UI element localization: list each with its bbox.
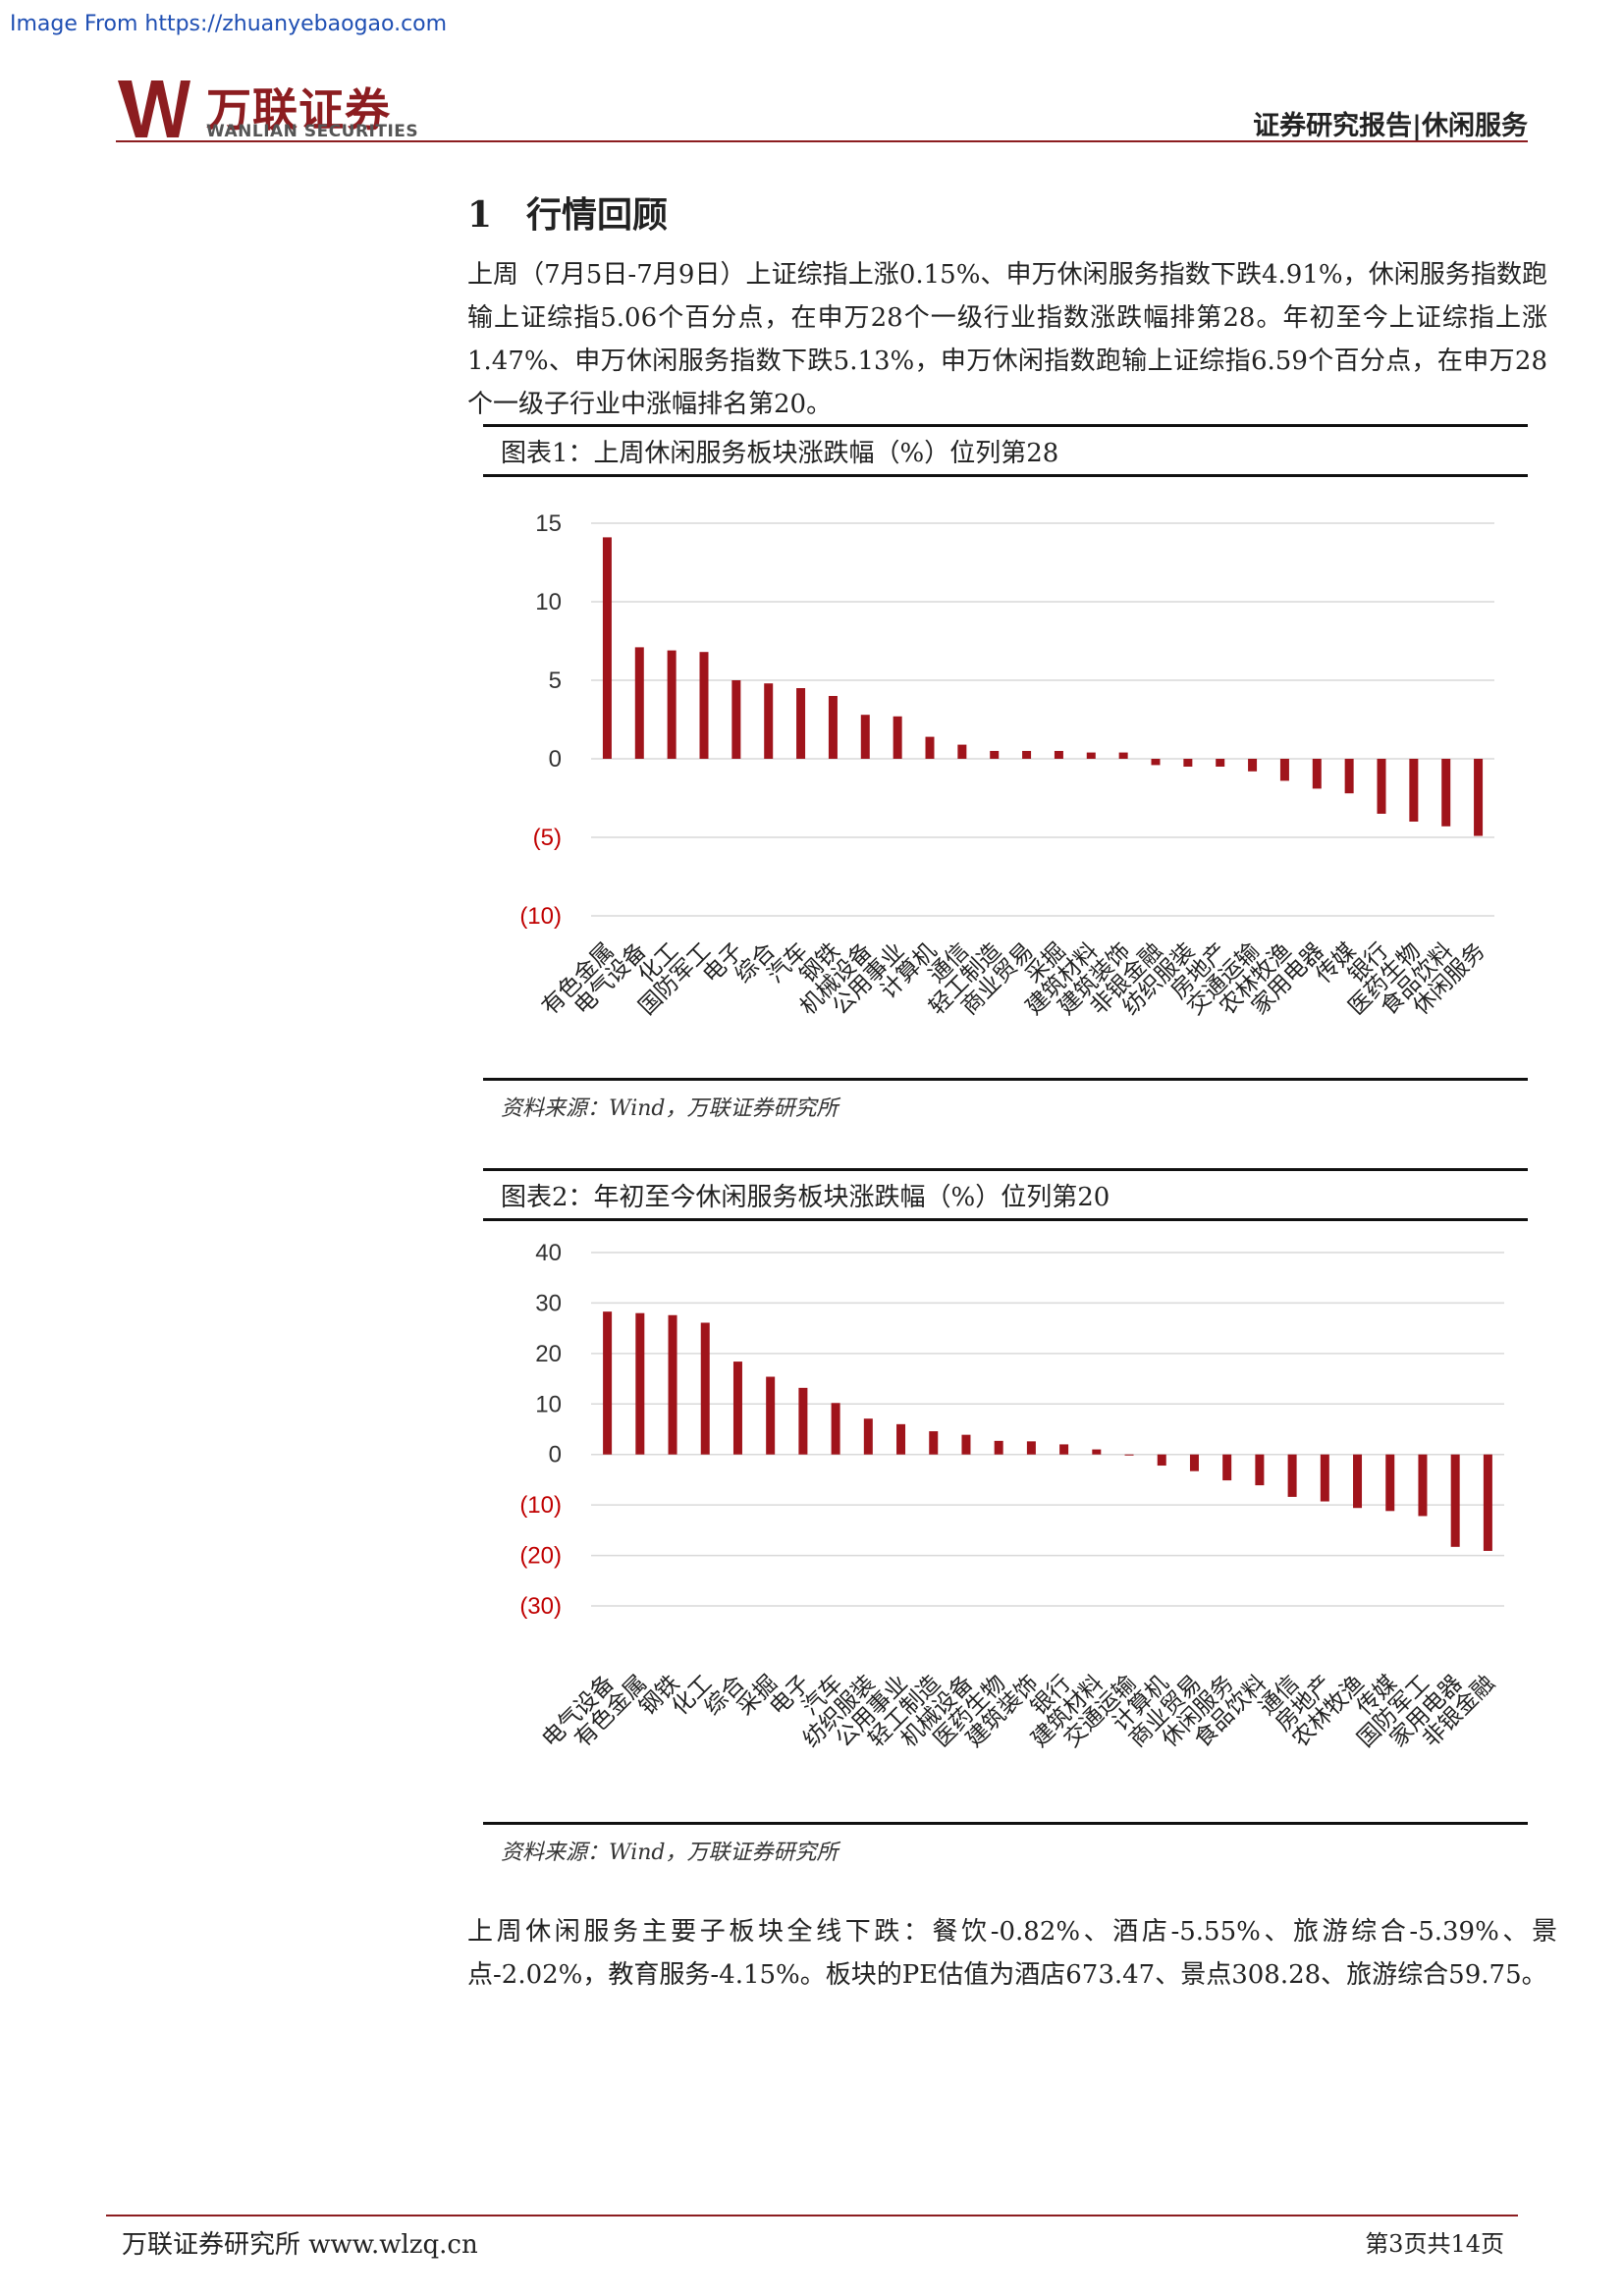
report-category: 证券研究报告|休闲服务 — [1253, 111, 1528, 141]
figure-2-source-text: 资料来源：Wind，万联证券研究所 — [501, 1841, 839, 1865]
chart2-bar — [1092, 1449, 1102, 1455]
chart1-y-tick-label: (5) — [533, 825, 562, 851]
logo-w-icon — [118, 80, 190, 137]
chart1-bar — [860, 715, 870, 759]
chart2-y-tick-label: 10 — [535, 1391, 562, 1417]
weekly-change-chart: 15 10 5 0 (5) (10) 有色金属 电气设备 化工 国防军工 电子 综合 汽车 钢铁 机械设备公… — [483, 477, 1528, 1078]
chart1-bar — [1118, 752, 1128, 759]
chart2-bar — [1255, 1454, 1265, 1486]
ytd-change-chart: 40 30 20 10 0 (10) (20) (30) 电气设备 有色金属 钢铁 化工 综合 采掘 电子汽… — [483, 1221, 1528, 1822]
figure-1-source: 资料来源：Wind，万联证券研究所 — [483, 1078, 1528, 1126]
figure-1-source-text: 资料来源：Wind，万联证券研究所 — [501, 1096, 839, 1121]
chart1-bar — [1377, 759, 1386, 814]
figure-2-title: 图表2：年初至今休闲服务板块涨跌幅（%）位列第20 — [501, 1183, 1110, 1212]
chart2-bar — [635, 1312, 645, 1455]
chart1-bar — [667, 650, 677, 759]
chart2-bar — [1189, 1454, 1199, 1471]
chart1-bar — [1086, 752, 1096, 759]
section-heading: 1 行情回顾 — [467, 187, 668, 238]
chart1-bar — [1312, 759, 1322, 789]
chart2-y-tick-label: 40 — [535, 1240, 562, 1266]
chart2-y-tick-label: (10) — [519, 1492, 562, 1519]
chart2-bar — [1385, 1454, 1395, 1512]
sub-sector-paragraph: 上周休闲服务主要子板块全线下跌：餐饮-0.82%、酒店-5.55%、旅游综合-5… — [467, 1917, 1557, 1990]
section-number: 1 — [467, 194, 493, 236]
market-review-paragraph: 上周（7月5日-7月9日）上证综指上涨0.15%、申万休闲服务指数下跌4.91%… — [467, 260, 1547, 419]
chart1-bar — [893, 716, 902, 759]
chart1-bar — [1216, 759, 1225, 767]
chart2-bar — [1124, 1454, 1134, 1456]
weekly-change-chart-svg: 151050(5)(10)有色金属电气设备化工国防军工电子综合汽车钢铁机械设备公… — [519, 510, 1494, 1020]
chart2-bar — [896, 1423, 906, 1455]
figure-1-title-bar: 图表1：上周休闲服务板块涨跌幅（%）位列第28 — [483, 424, 1528, 477]
chart2-y-tick-label: 0 — [549, 1442, 562, 1468]
section-title-text: 行情回顾 — [526, 194, 669, 236]
chart2-bar — [1157, 1454, 1166, 1467]
chart2-bar — [929, 1431, 939, 1455]
chart1-y-tick-label: 10 — [535, 589, 562, 615]
chart2-bar — [961, 1434, 971, 1455]
figure-2-title-bar: 图表2：年初至今休闲服务板块涨跌幅（%）位列第20 — [483, 1168, 1528, 1221]
chart1-bar — [1344, 759, 1354, 794]
company-logo: 万联证券 WANLIAN SECURITIES — [116, 77, 440, 141]
figure-2-source: 资料来源：Wind，万联证券研究所 — [483, 1822, 1528, 1870]
chart2-bar — [831, 1403, 840, 1455]
chart1-bar — [634, 647, 644, 759]
chart2-bar — [798, 1387, 808, 1455]
footer-divider — [106, 2215, 1518, 2216]
chart1-bar — [764, 683, 774, 759]
chart1-bar — [731, 680, 741, 759]
chart2-bar — [863, 1418, 873, 1455]
footer-institute: 万联证券研究所 www.wlzq.cn — [122, 2230, 478, 2260]
chart2-bar — [1450, 1454, 1460, 1547]
chart2-bar — [1222, 1454, 1232, 1481]
chart2-bar — [1059, 1444, 1069, 1455]
chart2-bar — [1287, 1454, 1297, 1497]
chart2-bar — [994, 1440, 1003, 1455]
chart1-bar — [1409, 759, 1419, 822]
chart1-bar — [602, 537, 612, 759]
chart1-bar — [925, 736, 935, 759]
logo-chinese-text: 万联证券 — [206, 83, 391, 136]
chart1-bar — [1054, 751, 1063, 759]
chart1-bar — [990, 751, 1000, 759]
chart1-bar — [1022, 751, 1032, 759]
chart2-bar — [732, 1362, 742, 1455]
logo-english-text: WANLIAN SECURITIES — [206, 122, 419, 141]
chart1-bar — [1441, 759, 1451, 827]
chart1-bar — [957, 744, 967, 759]
chart1-bar — [1183, 759, 1193, 767]
chart2-bar — [766, 1376, 776, 1455]
chart2-bar — [1418, 1454, 1428, 1517]
chart2-bar — [668, 1314, 677, 1455]
chart2-bar — [700, 1322, 710, 1455]
chart1-y-tick-label: 5 — [549, 667, 562, 694]
page-number: 第3页共14页 — [1365, 2230, 1504, 2258]
chart2-y-tick-label: (30) — [519, 1593, 562, 1620]
chart1-bar — [796, 688, 806, 759]
chart1-y-tick-label: 15 — [535, 510, 562, 537]
chart1-bar — [1151, 759, 1161, 766]
chart2-bar — [603, 1311, 613, 1455]
source-url[interactable]: Image From https://zhuanyebaogao.com — [10, 12, 448, 36]
chart1-y-tick-label: 0 — [549, 746, 562, 773]
ytd-change-chart-svg: 403020100(10)(20)(30)电气设备有色金属钢铁化工综合采掘电子汽… — [519, 1240, 1504, 1752]
chart2-bar — [1483, 1454, 1492, 1551]
chart2-y-tick-label: 20 — [535, 1341, 562, 1367]
chart1-bar — [1279, 759, 1289, 781]
chart1-y-tick-label: (10) — [519, 903, 562, 930]
chart2-bar — [1353, 1454, 1363, 1509]
header-divider — [116, 140, 1528, 142]
chart2-y-tick-label: 30 — [535, 1290, 562, 1316]
chart1-bar — [1474, 759, 1484, 836]
chart2-y-tick-label: (20) — [519, 1543, 562, 1570]
chart2-bar — [1320, 1454, 1329, 1502]
chart2-bar — [1026, 1441, 1036, 1455]
chart1-bar — [1248, 759, 1258, 772]
chart1-bar — [828, 696, 838, 759]
chart1-bar — [699, 652, 709, 759]
figure-1-title: 图表1：上周休闲服务板块涨跌幅（%）位列第28 — [501, 439, 1059, 468]
